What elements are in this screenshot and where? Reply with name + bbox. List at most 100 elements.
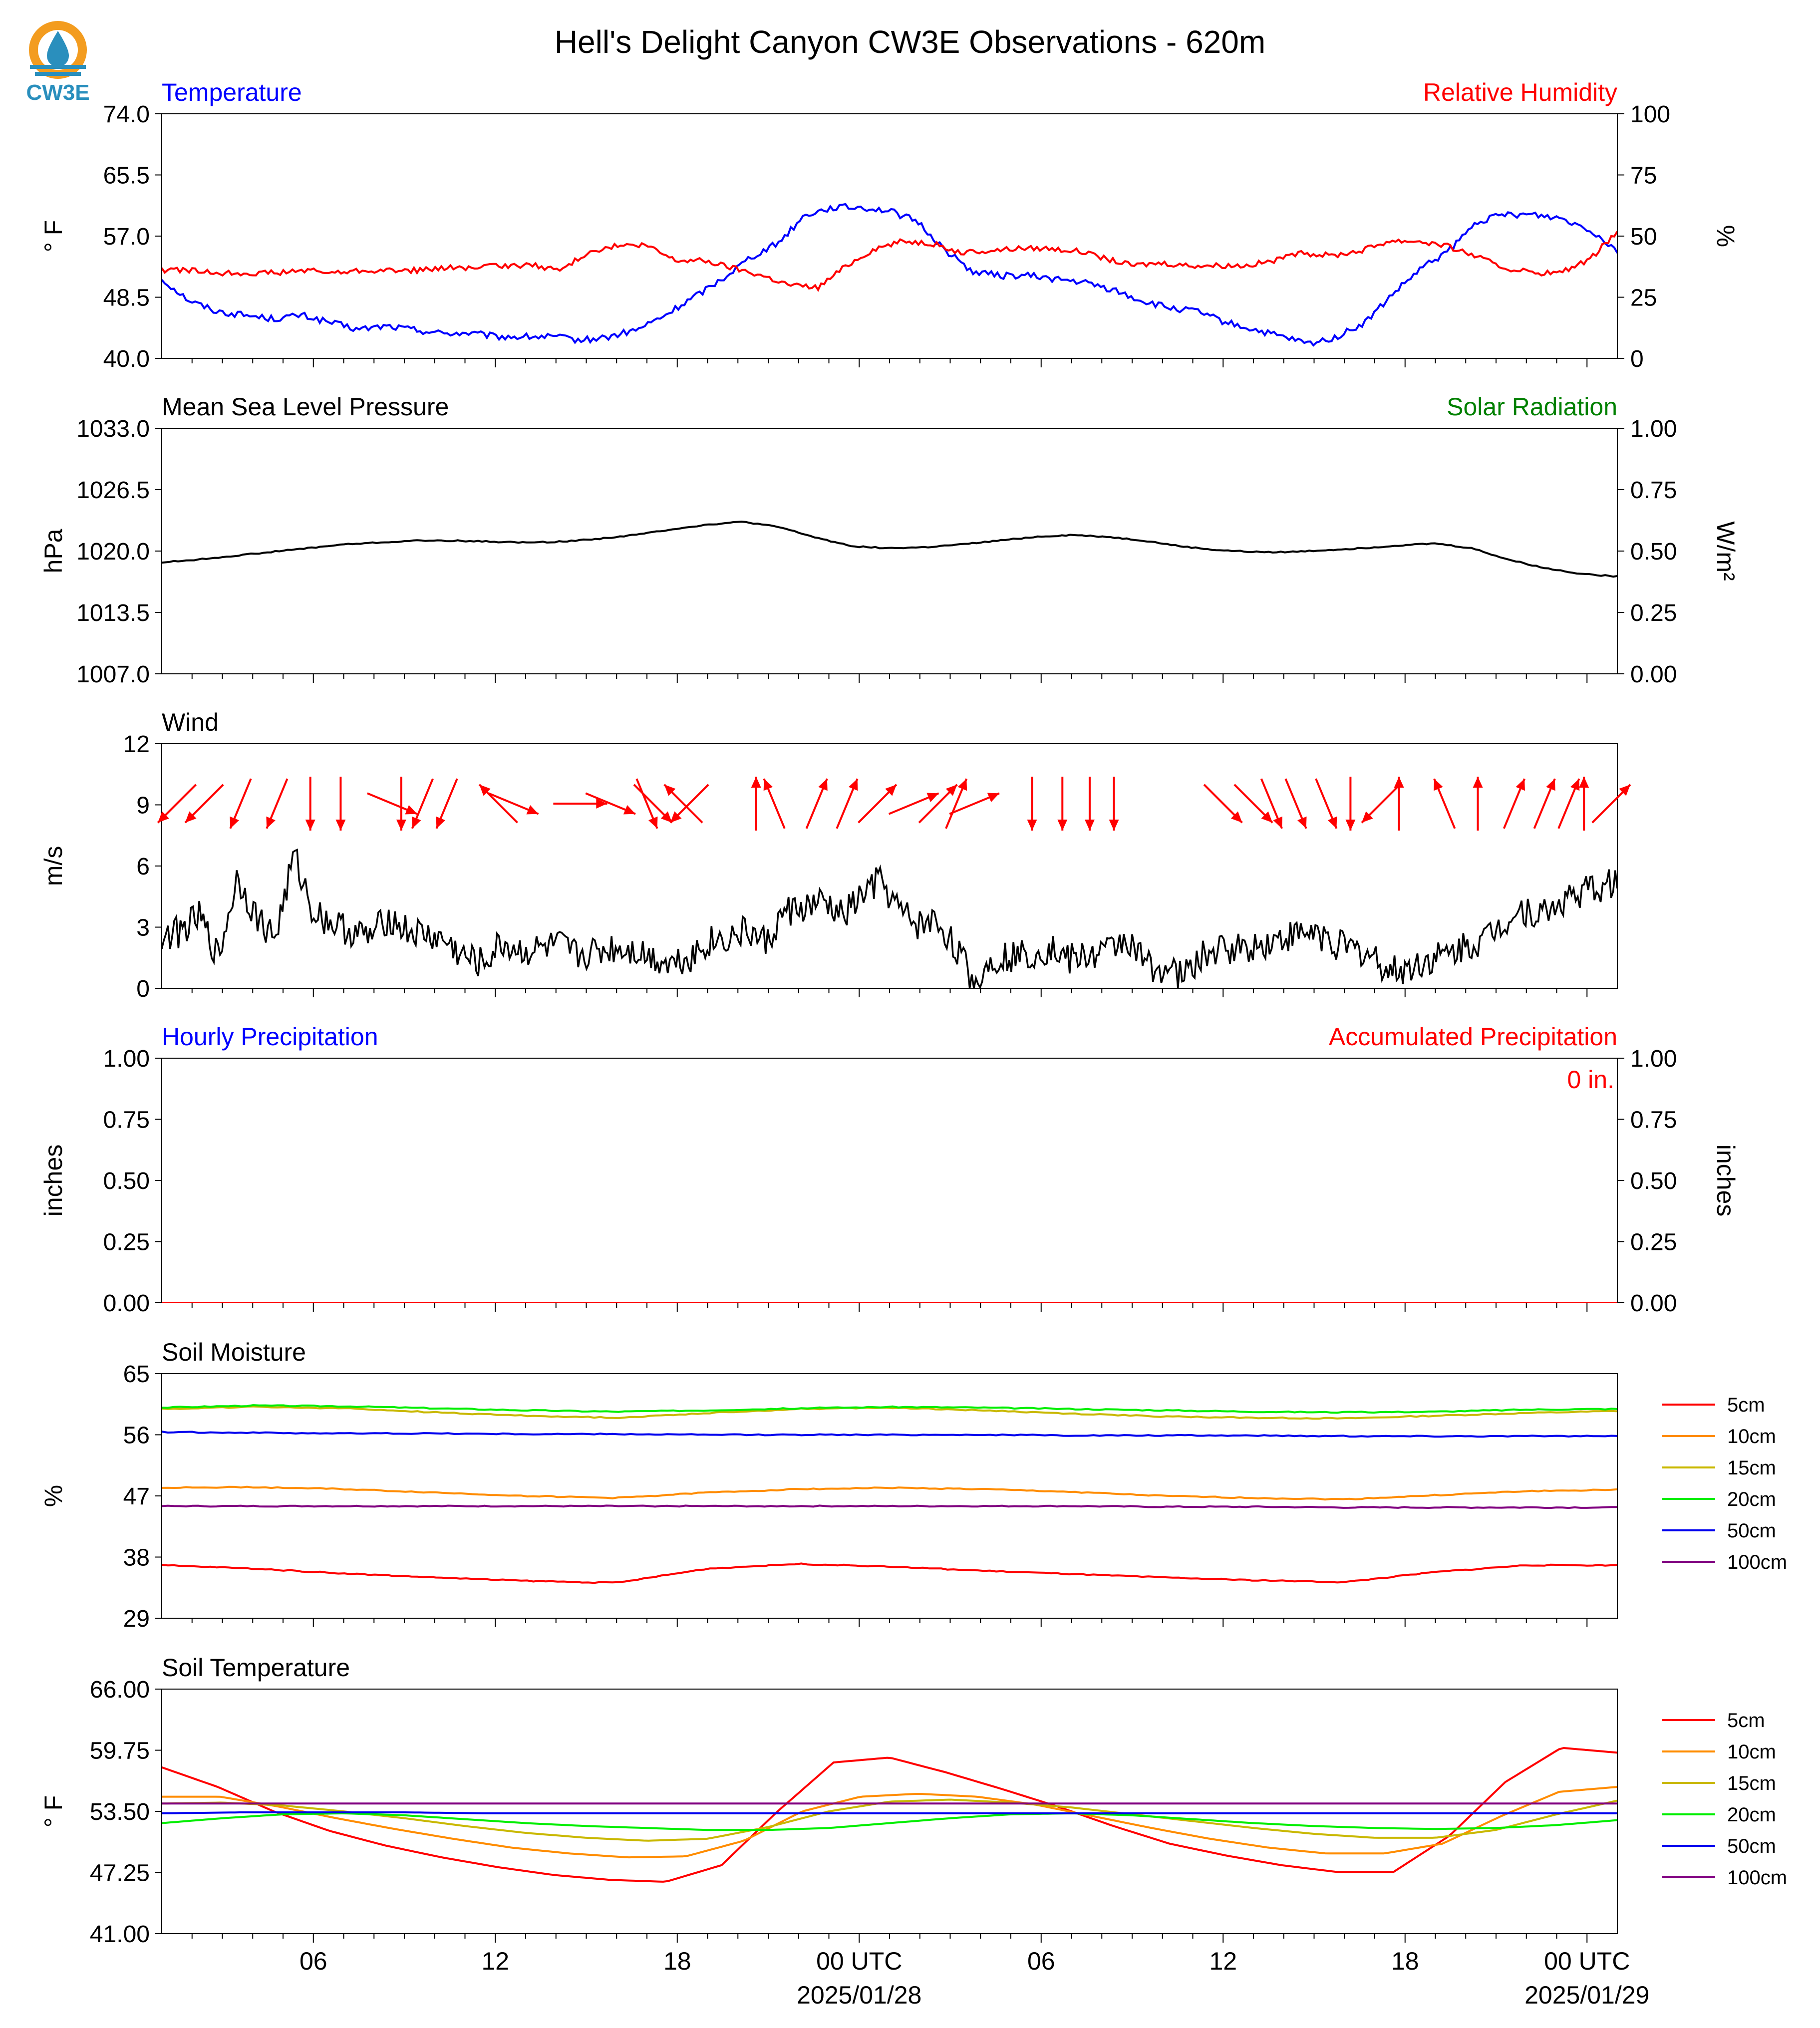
series-line-15cm [162,1405,1617,1420]
y-tick-label-left: 41.00 [90,1921,150,1948]
y-axis-label-left: hPa [39,529,67,573]
y-tick-label-left: 0 [136,976,150,1002]
wind-arrow [751,777,761,831]
series-line-10cm [162,1485,1617,1501]
wind-arrow [888,792,939,815]
panel-precip: Hourly Precipitation Accumulated Precipit… [39,1023,1740,1317]
wind-arrow-head [1516,779,1525,791]
series-line-10cm [162,1786,1617,1859]
legend-label: 50cm [1727,1520,1776,1542]
plot-frame [161,1058,1618,1303]
legend-label: 15cm [1727,1457,1776,1479]
wind-arrow [411,778,434,829]
wind-arrow-head [1273,816,1282,829]
wind-arrow [488,792,539,815]
legend-label: 5cm [1727,1394,1765,1416]
y-tick-label-right: 0.50 [1630,1168,1677,1194]
y-tick-label-right: 0.25 [1630,1229,1677,1256]
wind-arrow-head [1434,779,1443,791]
wind-arrow-head [1345,820,1356,831]
wind-arrow [478,784,518,824]
y-tick-label-left: 65.5 [103,163,150,189]
y-axis-label-left: m/s [39,846,67,886]
series-line-50cm [162,1431,1617,1438]
series-line-100cm [162,1504,1617,1509]
plot-area [162,1404,1617,1584]
wind-arrow [1084,777,1095,831]
wind-arrow-head [818,779,828,791]
y-tick-label-left: 1033.0 [76,416,150,442]
y-tick-label-left: 74.0 [103,101,150,128]
legend-label: 100cm [1727,1867,1787,1889]
wind-arrow-head [1230,811,1242,823]
wind-arrow-head [411,816,421,829]
cw3e-logo-icon: CW3E [26,21,90,105]
wind-arrow [1579,777,1589,831]
wind-arrow-head [987,793,999,802]
wind-arrow [1345,777,1356,831]
series-line-mean-sea-level-pressure [162,521,1617,578]
y-tick-label-left: 0.00 [103,1290,150,1317]
wind-arrow-head [763,779,773,791]
y-tick-label-right: 0.50 [1630,539,1677,565]
series-line-20cm [162,1404,1617,1414]
series-line-20cm [162,1812,1617,1831]
plot-frame [161,113,1618,359]
wind-arrow-head [266,816,276,829]
panel-title-left: Hourly Precipitation [162,1023,378,1051]
wind-arrow-head [1327,816,1337,829]
series-line-temperature [162,203,1617,347]
legend-label: 50cm [1727,1835,1776,1857]
wind-arrow [367,792,418,815]
plot-area [162,849,1617,988]
y-tick-label-left: 12 [123,731,150,758]
panel-wind: Wind 0 3 6 9 12 m/s [39,708,1631,1002]
legend-label: 5cm [1727,1710,1765,1732]
y-tick-label-right: 75 [1630,163,1657,189]
wind-arrow [1591,784,1631,824]
x-tick-label: 00 UTC [816,1947,902,1975]
wind-arrow [184,784,224,824]
panel-title-right: Solar Radiation [1447,393,1617,421]
wind-arrow-head [1579,777,1589,788]
wind-arrow [1233,784,1273,824]
y-axis-label-right: % [1712,225,1740,247]
wind-arrow-head [623,805,635,815]
y-tick-label-left: 0.75 [103,1107,150,1134]
y-tick-label-right: 1.00 [1630,1046,1677,1072]
wind-arrow [1533,778,1556,829]
y-tick-label-left: 1026.5 [76,477,150,504]
y-tick-label-right: 0.00 [1630,1290,1677,1317]
y-tick-label-right: 0.00 [1630,661,1677,688]
wind-arrow-head [957,779,967,791]
plot-area [162,1746,1617,1883]
y-axis-label-right: inches [1712,1145,1740,1217]
panel-title-left: Soil Temperature [162,1654,350,1682]
wind-arrow-head [670,811,682,823]
wind-arrow-head [1473,777,1483,788]
y-axis-label-left: ° F [39,220,67,252]
wind-arrow [157,784,197,824]
wind-arrow [763,778,786,829]
accumulated-precip-annotation: 0 in. [1567,1066,1614,1094]
x-tick-label: 18 [663,1947,691,1975]
legend-label: 20cm [1727,1488,1776,1510]
wind-arrow-head [1057,820,1068,831]
plot-area [162,521,1617,578]
wind-arrow-head [230,816,239,829]
y-tick-label-left: 1007.0 [76,661,150,688]
y-axis-label-left: inches [39,1145,67,1217]
panel-soil_moisture: Soil Moisture2938475665%5cm10cm15cm20cm5… [39,1338,1787,1632]
wind-arrow-head [751,777,761,788]
wind-arrow-head [1027,820,1037,831]
wind-arrow-head [1570,779,1580,791]
y-tick-label-left: 57.0 [103,224,150,250]
legend-label: 20cm [1727,1804,1776,1826]
wind-arrow [1203,784,1243,824]
wind-arrow [633,784,673,824]
y-tick-label-left: 38 [123,1545,150,1571]
y-tick-label-left: 59.75 [90,1738,150,1764]
wind-arrow-head [1394,777,1404,788]
wind-arrow [858,784,898,824]
